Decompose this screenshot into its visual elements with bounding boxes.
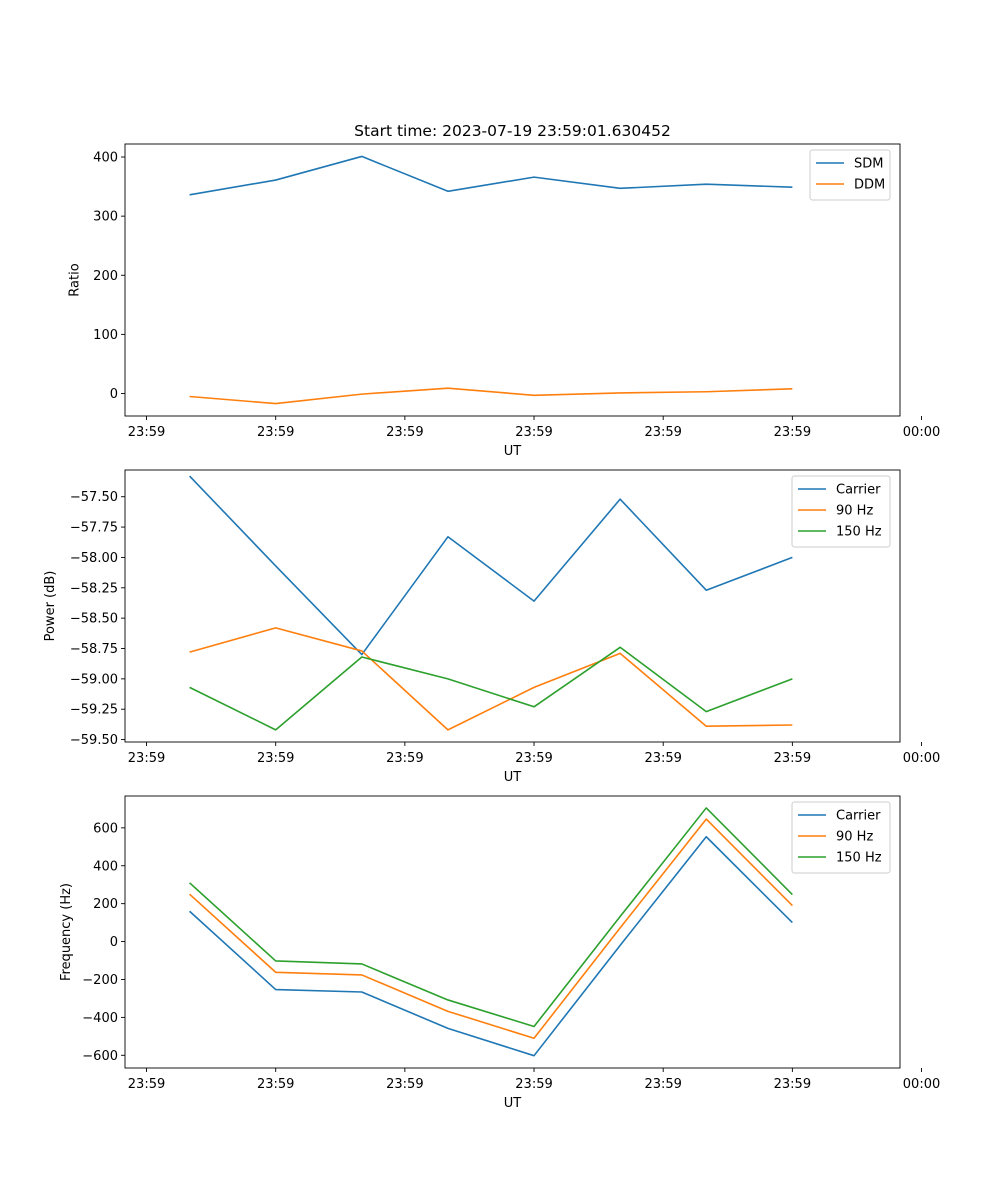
x-tick-label: 23:59: [644, 1077, 681, 1092]
x-tick-label: 23:59: [774, 425, 811, 440]
x-tick-label: 23:59: [515, 425, 552, 440]
y-axis-label: Power (dB): [43, 571, 58, 642]
axes-frame: [124, 795, 901, 1069]
x-axis-label: UT: [504, 444, 522, 459]
x-tick-label: 23:59: [128, 751, 165, 766]
series-line-90-hz: [189, 627, 793, 731]
x-tick-label: 23:59: [515, 751, 552, 766]
axes-frame: [124, 469, 901, 743]
legend-label: SDM: [854, 157, 883, 172]
y-tick-label: −59.25: [70, 703, 118, 718]
x-tick-label: 23:59: [257, 751, 294, 766]
y-tick-label: 600: [93, 821, 118, 836]
legend-label: 150 Hz: [836, 525, 882, 540]
y-tick-label: −57.75: [70, 521, 118, 536]
chart-title: Start time: 2023-07-19 23:59:01.630452: [354, 122, 671, 140]
x-tick-label: 23:59: [515, 1077, 552, 1092]
y-tick-label: 400: [93, 859, 118, 874]
x-tick-label: 23:59: [774, 751, 811, 766]
legend-label: 90 Hz: [836, 830, 873, 845]
y-axis-label: Ratio: [67, 263, 82, 296]
x-tick-label: 23:59: [774, 1077, 811, 1092]
series-line-150-hz: [189, 646, 793, 731]
series-line-carrier: [189, 835, 793, 1057]
legend: SDM DDM: [809, 149, 891, 201]
series-line-carrier: [189, 475, 793, 656]
legend: Carrier 90 Hz 150 Hz: [791, 801, 891, 874]
y-tick-label: −400: [82, 1011, 118, 1026]
y-tick-label: 100: [93, 328, 118, 343]
y-tick-label: −59.50: [70, 733, 118, 748]
y-tick-label: 0: [110, 387, 118, 402]
series-line-90-hz: [189, 818, 793, 1040]
subplot-3: 23:59 23:59 23:59 23:59 23:59 23:59 00:00 −600 −…: [59, 795, 940, 1111]
y-tick-label: 200: [93, 269, 118, 284]
x-tick-label: 00:00: [903, 425, 940, 440]
y-tick-label: 300: [93, 210, 118, 225]
x-axis-label: UT: [504, 770, 522, 785]
subplot-1: 23:59 23:59 23:59 23:59 23:59 23:59 00:00 0 100 2…: [67, 122, 940, 459]
y-tick-label: 0: [110, 935, 118, 950]
x-tick-label: 23:59: [257, 1077, 294, 1092]
x-tick-label: 00:00: [903, 751, 940, 766]
legend-label: Carrier: [836, 809, 881, 824]
x-tick-label: 23:59: [128, 1077, 165, 1092]
x-tick-label: 00:00: [903, 1077, 940, 1092]
legend: Carrier 90 Hz 150 Hz: [791, 475, 891, 548]
axes-frame: [124, 143, 901, 417]
legend-label: 150 Hz: [836, 851, 882, 866]
y-tick-label: 200: [93, 897, 118, 912]
y-axis-label: Frequency (Hz): [59, 883, 74, 981]
legend-box: [791, 801, 891, 874]
y-tick-label: −58.25: [70, 581, 118, 596]
x-tick-label: 23:59: [644, 425, 681, 440]
x-tick-label: 23:59: [386, 425, 423, 440]
y-tick-label: 400: [93, 151, 118, 166]
x-axis-label: UT: [504, 1096, 522, 1111]
series-line-ddm: [189, 387, 793, 405]
y-tick-label: −57.50: [70, 490, 118, 505]
y-tick-label: −600: [82, 1049, 118, 1064]
legend-label: Carrier: [836, 483, 881, 498]
x-tick-label: 23:59: [128, 425, 165, 440]
legend-label: DDM: [854, 178, 885, 193]
legend-label: 90 Hz: [836, 504, 873, 519]
series-line-sdm: [189, 155, 793, 196]
series-line-150-hz: [189, 807, 793, 1028]
subplot-2: 23:59 23:59 23:59 23:59 23:59 23:59 00:00 −57.5…: [43, 469, 940, 785]
y-tick-label: −58.50: [70, 612, 118, 627]
x-tick-label: 23:59: [386, 1077, 423, 1092]
x-tick-label: 23:59: [644, 751, 681, 766]
x-tick-label: 23:59: [386, 751, 423, 766]
x-tick-label: 23:59: [257, 425, 294, 440]
y-tick-label: −58.75: [70, 642, 118, 657]
legend-box: [791, 475, 891, 548]
y-tick-label: −58.00: [70, 551, 118, 566]
y-tick-label: −200: [82, 973, 118, 988]
y-tick-label: −59.00: [70, 672, 118, 687]
